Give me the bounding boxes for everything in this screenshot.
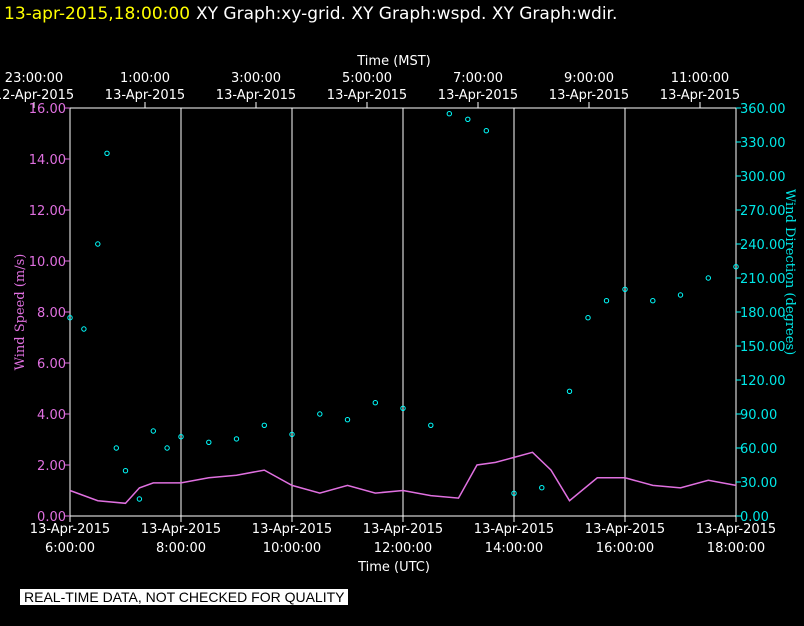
wind-direction-point: [539, 485, 545, 491]
wind-direction-point: [164, 445, 170, 451]
right-tick-label: 120.00: [740, 374, 786, 389]
left-tick-label: 16.00: [29, 102, 66, 117]
bottom-tick-time: 10:00:00: [263, 541, 321, 556]
wind-direction-point: [603, 298, 610, 304]
bottom-tick-date: 13-Apr-2015: [252, 522, 332, 537]
right-tick-label: 240.00: [740, 238, 786, 253]
bottom-tick-time: 16:00:00: [596, 541, 654, 556]
header-date: 13-apr-2015,18:00:00: [4, 4, 190, 24]
top-tick-time: 9:00:00: [564, 71, 614, 86]
wind-direction-point: [67, 315, 73, 321]
right-tick-label: 90.00: [740, 408, 777, 423]
bottom-tick-date: 13-Apr-2015: [363, 522, 443, 537]
wind-direction-point: [428, 422, 434, 428]
top-tick-time: 1:00:00: [120, 71, 170, 86]
wind-direction-point: [483, 128, 489, 134]
bottom-tick-date: 13-Apr-2015: [141, 522, 221, 537]
vertical-grid: [180, 108, 626, 516]
right-tick-label: 270.00: [740, 204, 786, 219]
top-tick-time: 11:00:00: [671, 71, 729, 86]
wind-direction-point: [150, 428, 157, 434]
wind-direction-point: [317, 411, 323, 417]
wind-direction-point: [372, 400, 378, 406]
wind-direction-point: [344, 417, 351, 423]
right-tick-label: 150.00: [740, 340, 786, 355]
wind-direction-point: [733, 264, 739, 270]
bottom-tick-time: 18:00:00: [707, 541, 765, 556]
wind-direction-point: [566, 388, 573, 394]
left-axis-title: Wind Speed (m/s): [13, 254, 28, 371]
top-axis-title: Time (MST): [356, 54, 431, 69]
wind-direction-point: [233, 436, 240, 442]
left-axis-ticks: 0.00 2.00 4.00 6.00 8.00 10.00 12.00 14.00 16.00: [29, 102, 70, 525]
top-tick-date: 13-Apr-2015: [327, 88, 407, 103]
bottom-tick-date: 13-Apr-2015: [585, 522, 665, 537]
left-tick-label: 8.00: [37, 306, 66, 321]
wind-direction-point: [400, 405, 406, 411]
right-tick-label: 30.00: [740, 476, 777, 491]
bottom-tick-time: 8:00:00: [156, 541, 206, 556]
bottom-tick-time: 6:00:00: [45, 541, 95, 556]
wind-direction-point: [206, 439, 212, 445]
wind-direction-point: [585, 315, 591, 321]
right-tick-label: 180.00: [740, 306, 786, 321]
top-tick-time: 3:00:00: [231, 71, 281, 86]
wind-direction-point: [446, 111, 452, 117]
wind-direction-point: [511, 490, 517, 496]
bottom-tick-date: 13-Apr-2015: [474, 522, 554, 537]
right-tick-label: 210.00: [740, 272, 786, 287]
bottom-tick-date: 13-Apr-2015: [696, 522, 776, 537]
bottom-tick-date: 13-Apr-2015: [30, 522, 110, 537]
wind-direction-point: [113, 445, 120, 451]
right-tick-label: 300.00: [740, 170, 786, 185]
wind-direction-point: [261, 422, 267, 428]
bottom-axis-title: Time (UTC): [357, 560, 430, 575]
left-tick-label: 12.00: [29, 204, 66, 219]
top-axis-ticks: 23:00:00 12-Apr-2015 1:00:00 13-Apr-2015 3:0…: [0, 71, 740, 108]
right-axis-ticks: 0.00 30.00 60.00 90.00 120.00 150.00 180.00 210…: [736, 102, 786, 525]
wind-direction-point: [465, 116, 471, 123]
top-tick-date: 13-Apr-2015: [549, 88, 629, 103]
header-graphs: XY Graph:xy-grid. XY Graph:wspd. XY Grap…: [196, 4, 617, 24]
top-tick-date: 13-Apr-2015: [438, 88, 518, 103]
top-tick-date: 13-Apr-2015: [216, 88, 296, 103]
left-tick-label: 0.00: [37, 510, 66, 525]
wind-direction-point: [705, 275, 711, 281]
top-tick-time: 7:00:00: [453, 71, 503, 86]
left-tick-label: 4.00: [37, 408, 66, 423]
bottom-tick-time: 14:00:00: [485, 541, 543, 556]
wind-direction-point: [136, 496, 143, 502]
right-axis-title: Wind Direction (degrees): [782, 189, 797, 355]
right-tick-label: 330.00: [740, 136, 786, 151]
bottom-axis-ticks: 13-Apr-2015 6:00:00 13-Apr-2015 8:00:00 13-A…: [30, 516, 776, 556]
wind-direction-point: [622, 286, 628, 292]
right-tick-label: 0.00: [740, 510, 769, 525]
quality-disclaimer: REAL-TIME DATA, NOT CHECKED FOR QUALITY: [20, 589, 349, 605]
wind-direction-point: [650, 298, 656, 304]
bottom-tick-time: 12:00:00: [374, 541, 432, 556]
left-tick-label: 14.00: [29, 153, 66, 168]
wind-direction-point: [677, 292, 684, 298]
left-tick-label: 10.00: [29, 255, 66, 270]
wind-direction-point: [289, 431, 295, 438]
wind-direction-point: [95, 241, 101, 247]
top-tick-time: 5:00:00: [342, 71, 392, 86]
left-tick-label: 6.00: [37, 357, 66, 372]
top-tick-time: 23:00:00: [5, 71, 63, 86]
wind-speed-series: [69, 451, 737, 505]
wind-speed-line: [69, 451, 737, 505]
wind-direction-point: [178, 434, 184, 440]
right-tick-label: 360.00: [740, 102, 786, 117]
right-tick-label: 60.00: [740, 442, 777, 457]
wind-direction-point: [104, 150, 110, 157]
wind-direction-series: [67, 111, 739, 502]
left-tick-label: 2.00: [37, 459, 66, 474]
top-tick-date: 13-Apr-2015: [660, 88, 740, 103]
top-tick-date: 13-Apr-2015: [105, 88, 185, 103]
wind-direction-point: [122, 468, 129, 474]
wind-direction-point: [81, 326, 87, 332]
top-tick-date: 12-Apr-2015: [0, 88, 74, 103]
